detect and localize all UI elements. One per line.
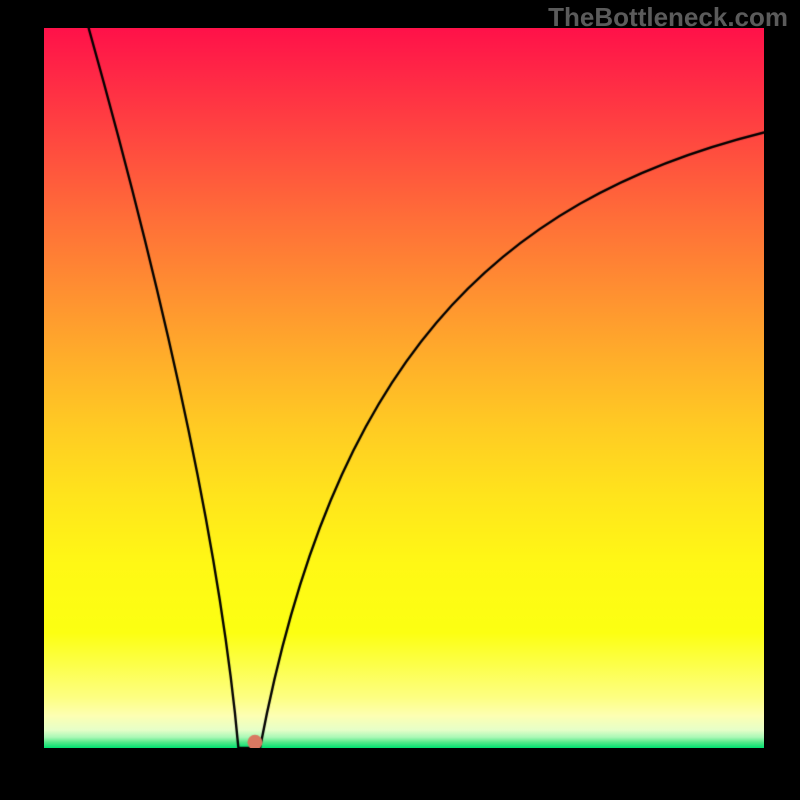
bottleneck-curve — [44, 28, 764, 748]
watermark-text: TheBottleneck.com — [548, 2, 788, 33]
chart-container: TheBottleneck.com — [0, 0, 800, 800]
plot-area — [44, 28, 764, 748]
